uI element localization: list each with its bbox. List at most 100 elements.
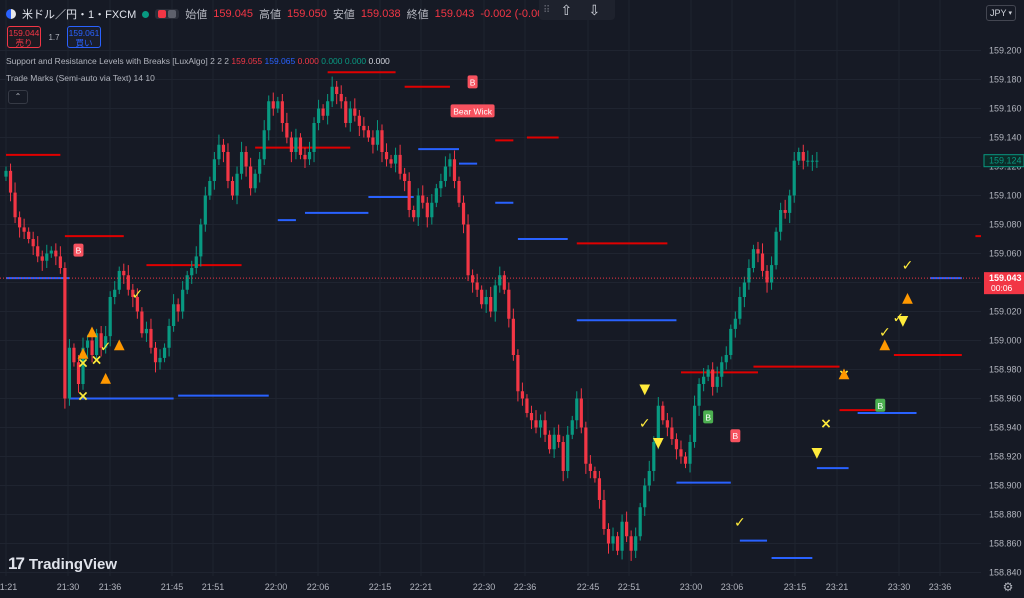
candle-body (416, 195, 420, 218)
sell-button[interactable]: 159.044 売り (7, 26, 41, 48)
trade-mark: ▲ (100, 370, 111, 386)
candle-body (801, 152, 805, 161)
price-tick-label: 158.880 (989, 510, 1022, 520)
candle-body (217, 144, 221, 160)
candle-body (27, 231, 31, 239)
indicator-legend-sr[interactable]: Support and Resistance Levels with Break… (6, 56, 390, 66)
candle-body (380, 130, 384, 152)
candle-body (534, 420, 538, 428)
sell-price: 159.044 (8, 28, 40, 38)
candle-body (212, 159, 216, 181)
tradingview-logo: 17 TradingView (8, 554, 117, 574)
low-value: 159.038 (360, 8, 401, 20)
candle-body (403, 173, 407, 181)
candle-body (158, 357, 162, 363)
candle-body (729, 328, 733, 355)
candle-body (489, 297, 493, 312)
candle-body (316, 108, 321, 123)
indicator-legend-trade-marks[interactable]: Trade Marks (Semi-auto via Text) 14 10 (6, 73, 155, 83)
usd-jpy-flag-icon (6, 9, 16, 19)
trade-panel: 159.044 売り 1.7 159.061 買い (7, 26, 101, 48)
candle-body (706, 369, 710, 377)
time-tick-label: 23:00 (680, 582, 703, 592)
break-labels: B B Bear Wick B B B (73, 75, 886, 443)
gear-icon[interactable]: ⚙ (1002, 580, 1014, 594)
candle-body (398, 154, 402, 174)
candle-body (389, 159, 393, 164)
candle-body (548, 434, 552, 450)
high-label: 高値 (259, 9, 282, 21)
price-tick-label: 158.940 (989, 423, 1022, 433)
indicator-value: 0.000 (366, 56, 390, 66)
candle-body (190, 268, 194, 276)
currency-selector[interactable]: JPY ▾ (986, 5, 1016, 21)
candle-body (448, 159, 452, 167)
trade-mark: × (91, 352, 103, 368)
candle-body (131, 289, 135, 297)
break-label-box (875, 398, 886, 412)
candle-body (199, 224, 203, 257)
drag-handle-icon[interactable]: ⠿ (543, 4, 550, 16)
time-tick-label: 21:36 (99, 582, 122, 592)
candle-body (561, 442, 565, 471)
candle-body (792, 160, 796, 196)
arrow-down-icon[interactable]: ⇩ (588, 1, 601, 18)
spread-value: 1.7 (48, 32, 60, 42)
price-tick-label: 159.080 (989, 220, 1022, 230)
indicator-value: 0.000 (295, 56, 319, 66)
candle-body (176, 304, 180, 312)
candle-body (742, 282, 746, 297)
brand-name: TradingView (28, 555, 118, 573)
trade-mark: ✓ (879, 325, 891, 341)
candle-body (45, 253, 49, 261)
countdown-label: 00:06 (991, 283, 1013, 293)
candle-body (507, 289, 511, 319)
market-open-icon (142, 10, 150, 18)
candle-body (647, 471, 651, 486)
price-tick-label: 158.900 (989, 481, 1022, 491)
candle-body (810, 160, 814, 162)
price-axis[interactable]: 159.200159.180159.160159.140159.120159.1… (983, 46, 1024, 598)
candle-body (298, 137, 303, 155)
price-tick-label: 158.860 (989, 539, 1022, 549)
time-tick-label: 21:21 (0, 582, 17, 592)
sell-label: 売り (15, 38, 33, 48)
candle-body (235, 173, 239, 196)
flag-pills-icon[interactable] (155, 9, 180, 19)
candle-body (326, 101, 330, 116)
buy-button[interactable]: 159.061 買い (67, 26, 101, 48)
collapse-legend-button[interactable]: ⌃ (8, 90, 28, 104)
candle-body (566, 434, 570, 471)
candle-body (249, 166, 253, 189)
candle-body (366, 130, 370, 138)
price-tick-label: 159.200 (989, 46, 1022, 56)
candle-body (267, 101, 271, 131)
time-tick-label: 22:21 (410, 582, 433, 592)
candle-body (597, 478, 602, 500)
candle-body (330, 86, 334, 102)
symbol-name[interactable]: 米ドル／円・1・FXCM (22, 9, 137, 21)
candle-body (665, 420, 669, 428)
candle-body (516, 355, 520, 392)
candle-body (697, 384, 701, 406)
candle-body (54, 250, 58, 257)
price-axis-bg (981, 0, 1024, 598)
break-label-box (703, 410, 714, 424)
arrow-up-icon[interactable]: ⇧ (560, 1, 573, 18)
prev-price-box (983, 154, 1024, 168)
candle-body (285, 123, 289, 138)
price-tick-label: 159.000 (989, 336, 1022, 346)
candle-body (466, 224, 470, 276)
candle-body (602, 500, 606, 529)
candle-body (362, 125, 366, 131)
time-axis[interactable]: 21:21 21:30 21:36 21:45 21:51 22:00 22:06 22:15… (0, 582, 951, 592)
candle-body (806, 160, 810, 162)
candle-body (425, 202, 429, 218)
break-label-text: B (877, 401, 883, 411)
candle-body (661, 405, 665, 421)
candle-body (511, 318, 515, 355)
candle-body (443, 166, 448, 181)
indicator-value: 0.000 (342, 56, 367, 66)
